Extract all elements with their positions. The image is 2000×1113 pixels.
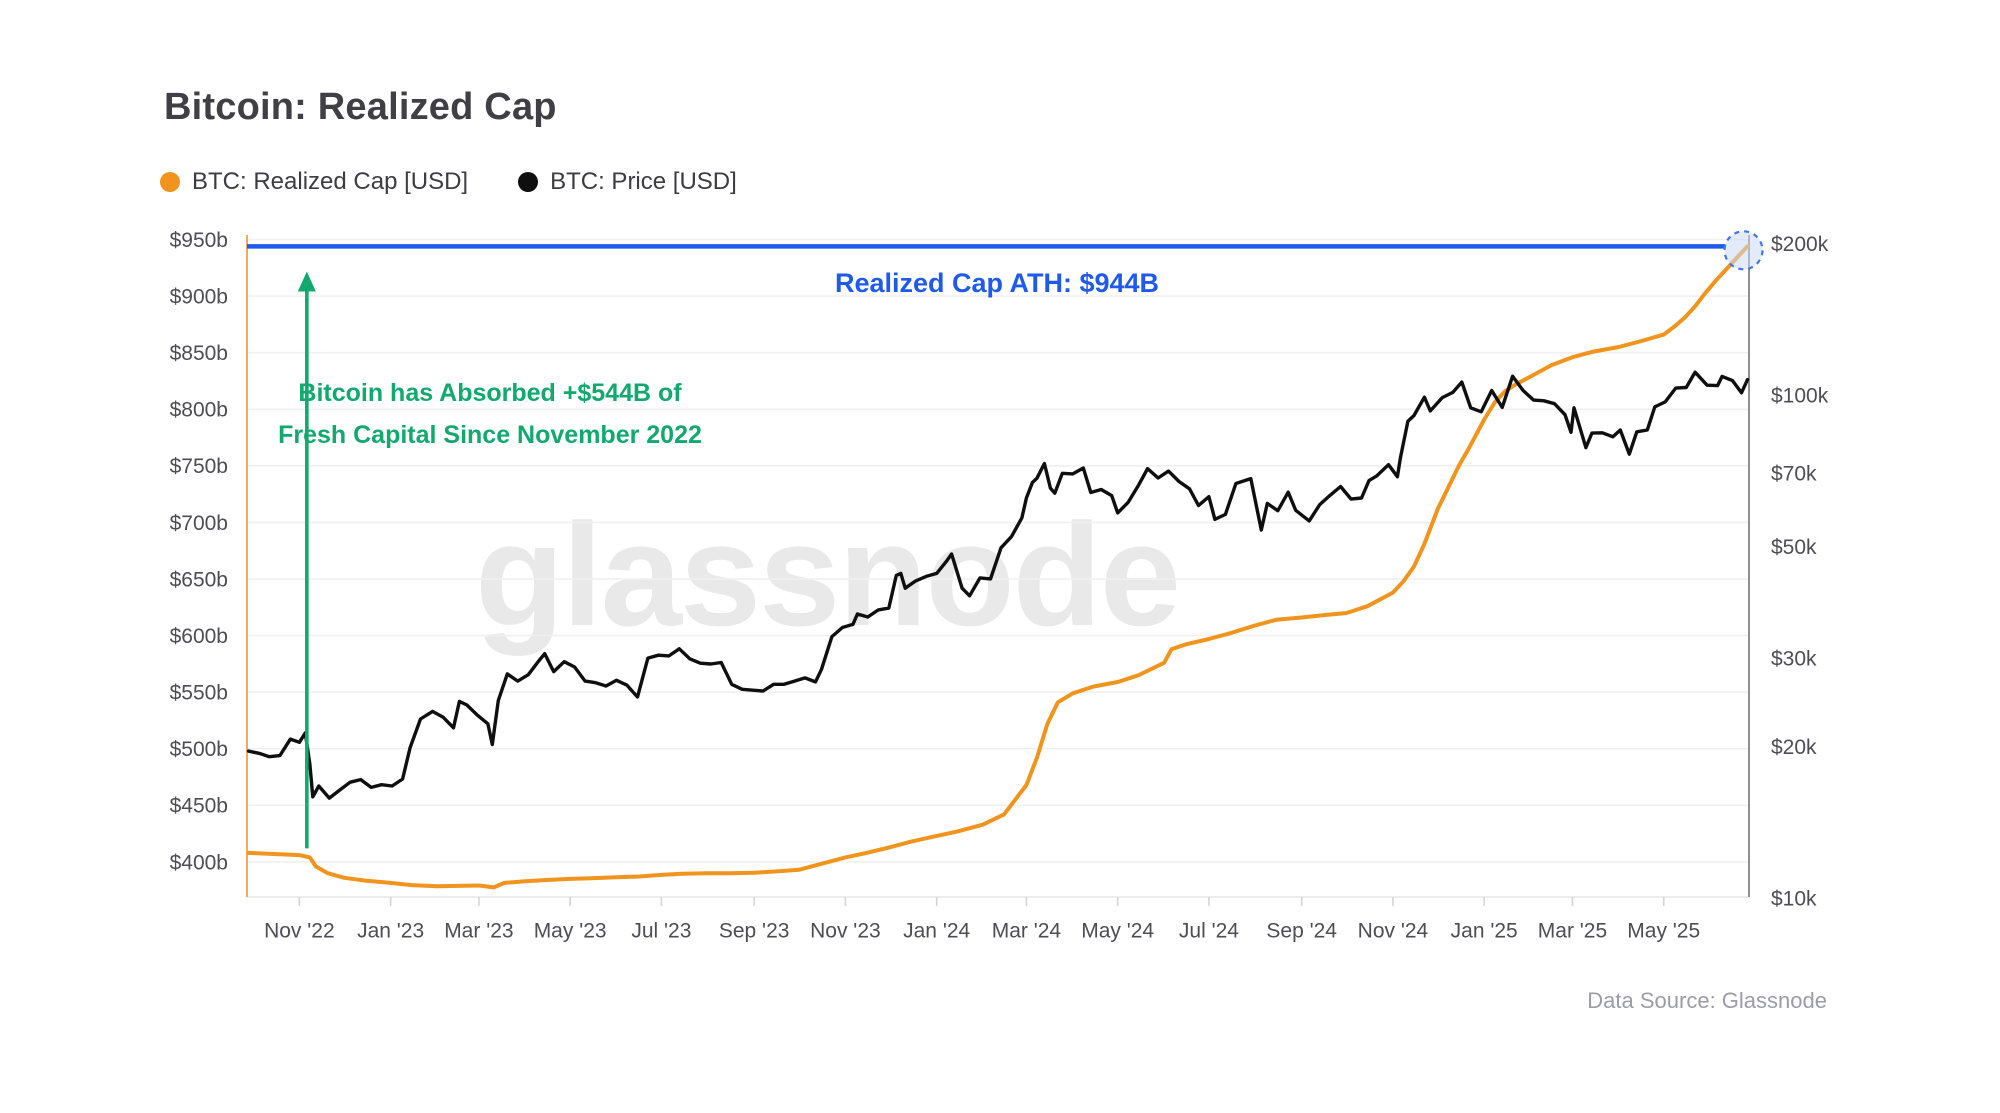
x-axis-tick-label: Mar '25 (1538, 919, 1607, 942)
right-axis-tick-label: $70k (1771, 462, 1817, 485)
left-axis-tick-label: $700b (170, 512, 228, 535)
x-axis-tick-label: Jul '24 (1179, 919, 1239, 942)
right-axis-tick-label: $200k (1771, 233, 1829, 256)
x-axis-tick-label: Nov '24 (1358, 919, 1429, 942)
left-axis-tick-label: $950b (170, 229, 228, 252)
right-axis-tick-label: $100k (1771, 384, 1829, 407)
left-axis-tick-label: $800b (170, 399, 228, 422)
x-axis-tick-label: Nov '23 (810, 919, 881, 942)
growth-arrow-head-icon (297, 271, 316, 292)
x-axis-tick-label: Jan '24 (903, 919, 970, 942)
absorbed-capital-line2: Fresh Capital Since November 2022 (278, 421, 702, 449)
right-axis-tick-label: $10k (1771, 887, 1817, 910)
legend-label-price: BTC: Price [USD] (550, 168, 737, 195)
left-axis-tick-label: $450b (170, 795, 228, 818)
x-axis-tick-label: May '24 (1081, 919, 1154, 942)
left-axis-tick-label: $400b (170, 851, 228, 874)
legend: BTC: Realized Cap [USD] BTC: Price [USD] (160, 168, 773, 196)
x-axis-tick-label: Jan '23 (357, 919, 424, 942)
absorbed-capital-annotation: Bitcoin has Absorbed +$544B of Fresh Cap… (240, 372, 740, 456)
ath-annotation: Realized Cap ATH: $944B (834, 268, 1160, 298)
data-source-note: Data Source: Glassnode (1587, 988, 1827, 1013)
x-axis-tick-label: Jul '23 (631, 919, 691, 942)
right-axis-tick-label: $30k (1771, 647, 1817, 670)
left-axis-tick-label: $750b (170, 455, 228, 478)
ath-endpoint-marker (1723, 230, 1764, 271)
x-axis-tick-label: May '25 (1627, 919, 1700, 942)
right-axis-tick-label: $50k (1771, 536, 1817, 559)
left-axis-tick-label: $650b (170, 568, 228, 591)
legend-item-price: BTC: Price [USD] (518, 168, 737, 196)
absorbed-capital-line1: Bitcoin has Absorbed +$544B of (298, 379, 682, 407)
x-axis-tick-label: Mar '24 (992, 919, 1062, 942)
page-title: Bitcoin: Realized Cap (164, 86, 557, 128)
realized-cap-line (246, 244, 1750, 890)
glassnode-watermark: glassnode (474, 493, 1181, 656)
left-axis-tick-label: $500b (170, 738, 228, 761)
x-axis-tick-label: May '23 (534, 919, 607, 942)
left-axis-tick-label: $550b (170, 682, 228, 705)
x-axis-tick-label: Sep '24 (1266, 919, 1337, 942)
legend-label-realized-cap: BTC: Realized Cap [USD] (192, 168, 469, 195)
legend-item-realized-cap: BTC: Realized Cap [USD] (160, 168, 468, 196)
realized-cap-legend-dot-icon (160, 172, 180, 192)
x-axis-tick-label: Jan '25 (1451, 919, 1518, 942)
left-axis-tick-label: $600b (170, 625, 228, 648)
price-line (246, 370, 1750, 800)
left-axis-tick-label: $900b (170, 285, 228, 308)
x-axis-tick-label: Sep '23 (719, 919, 790, 942)
x-axis-tick-label: Nov '22 (264, 919, 335, 942)
left-axis-tick-label: $850b (170, 342, 228, 365)
right-axis-tick-label: $20k (1771, 736, 1817, 759)
x-axis-tick-label: Mar '23 (444, 919, 513, 942)
price-legend-dot-icon (518, 172, 539, 192)
